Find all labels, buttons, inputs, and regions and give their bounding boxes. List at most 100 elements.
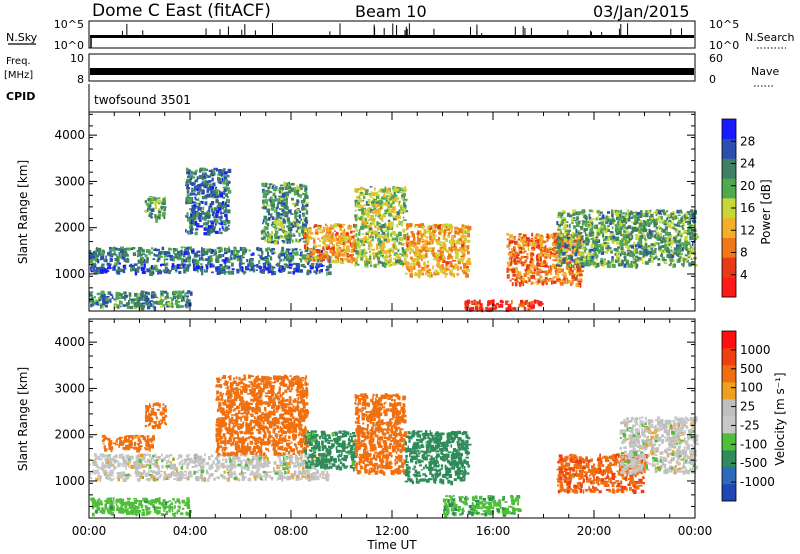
- heatmap-cell: [649, 234, 653, 236]
- heatmap-cell: [280, 202, 283, 205]
- heatmap-cell: [281, 246, 285, 252]
- heatmap-cell: [538, 240, 543, 245]
- heatmap-cell: [634, 227, 639, 232]
- heatmap-cell: [562, 251, 566, 256]
- heatmap-cell: [398, 189, 401, 193]
- heatmap-cell: [423, 261, 426, 266]
- heatmap-cell: [186, 194, 190, 199]
- heatmap-cell: [288, 260, 292, 263]
- heatmap-cell: [132, 304, 136, 308]
- heatmap-cell: [374, 212, 377, 215]
- heatmap-cell: [593, 226, 596, 228]
- heatmap-cell: [356, 240, 360, 245]
- heatmap-cell: [650, 213, 654, 218]
- heatmap-cell: [196, 176, 199, 180]
- heatmap-cell: [224, 214, 228, 217]
- heatmap-cell: [219, 263, 222, 267]
- heatmap-cell: [689, 212, 692, 214]
- heatmap-cell: [272, 187, 277, 191]
- heatmap-cell: [634, 234, 639, 238]
- heatmap-cell: [217, 256, 220, 259]
- heatmap-cell: [553, 234, 558, 237]
- heatmap-cell: [224, 268, 226, 273]
- heatmap-cell: [411, 258, 415, 263]
- heatmap-cell: [162, 304, 166, 307]
- heatmap-cell: [274, 224, 277, 228]
- heatmap-cell: [611, 258, 614, 264]
- heatmap-cell: [531, 281, 534, 284]
- heatmap-cell: [523, 306, 527, 312]
- heatmap-cell: [600, 227, 604, 231]
- heatmap-cell: [528, 302, 531, 307]
- heatmap-cell: [210, 190, 214, 195]
- heatmap-cell: [293, 267, 297, 270]
- heatmap-cell: [183, 263, 186, 267]
- heatmap-cell: [537, 244, 541, 249]
- heatmap-cell: [575, 221, 578, 224]
- heatmap-cell: [558, 251, 562, 255]
- heatmap-cell: [94, 250, 97, 254]
- heatmap-cell: [602, 233, 605, 238]
- heatmap-cell: [301, 263, 305, 267]
- heatmap-cell: [268, 190, 271, 194]
- heatmap-cell: [142, 249, 145, 253]
- heatmap-cell: [223, 221, 227, 223]
- heatmap-cell: [641, 245, 644, 248]
- heatmap-cell: [130, 300, 135, 304]
- heatmap-cell: [197, 183, 202, 188]
- heatmap-cell: [191, 224, 193, 229]
- heatmap-cell: [651, 259, 654, 263]
- heatmap-cell: [291, 188, 295, 191]
- heatmap-cell: [649, 209, 652, 212]
- heatmap-cell: [272, 225, 275, 228]
- heatmap-cell: [550, 271, 552, 276]
- heatmap-cell: [274, 241, 278, 245]
- heatmap-cell: [523, 273, 527, 277]
- heatmap-cell: [299, 194, 303, 197]
- heatmap-cell: [562, 282, 567, 284]
- heatmap-cell: [625, 217, 628, 222]
- heatmap-cell: [390, 232, 393, 237]
- heatmap-cell: [536, 267, 539, 271]
- heatmap-cell: [221, 267, 225, 270]
- heatmap-cell: [370, 214, 374, 220]
- heatmap-cell: [277, 227, 280, 230]
- heatmap-cell: [202, 174, 207, 179]
- heatmap-cell: [393, 254, 396, 256]
- heatmap-cell: [659, 232, 662, 237]
- heatmap-cell: [218, 250, 221, 253]
- heatmap-cell: [301, 225, 304, 228]
- heatmap-cell: [548, 247, 552, 250]
- heatmap-cell: [435, 257, 439, 260]
- heatmap-cell: [575, 259, 578, 262]
- heatmap-cell: [250, 268, 253, 271]
- heatmap-cell: [312, 259, 317, 262]
- heatmap-cell: [557, 226, 560, 229]
- heatmap-cell: [448, 255, 453, 258]
- heatmap-cell: [399, 221, 401, 226]
- heatmap-cell: [621, 219, 625, 224]
- heatmap-cell: [236, 251, 239, 256]
- heatmap-cell: [345, 246, 350, 250]
- heatmap-cell: [467, 257, 471, 263]
- heatmap-cell: [223, 174, 226, 176]
- nave-right-tick-bottom: 0: [709, 73, 716, 86]
- heatmap-cell: [440, 244, 443, 248]
- heatmap-cell: [462, 226, 465, 230]
- heatmap-cell: [209, 227, 212, 230]
- heatmap-cell: [530, 262, 533, 267]
- heatmap-cell: [366, 212, 370, 217]
- heatmap-cell: [109, 253, 114, 257]
- heatmap-cell: [324, 255, 326, 258]
- heatmap-cell: [572, 278, 575, 282]
- heatmap-cell: [444, 243, 447, 247]
- heatmap-cell: [653, 244, 656, 247]
- heatmap-cell: [263, 263, 266, 268]
- heatmap-cell: [667, 214, 670, 219]
- heatmap-cell: [607, 224, 610, 228]
- heatmap-cell: [310, 232, 314, 235]
- heatmap-cell: [106, 266, 109, 269]
- heatmap-cell: [301, 237, 305, 240]
- heatmap-cell: [117, 248, 121, 252]
- heatmap-cell: [596, 257, 598, 262]
